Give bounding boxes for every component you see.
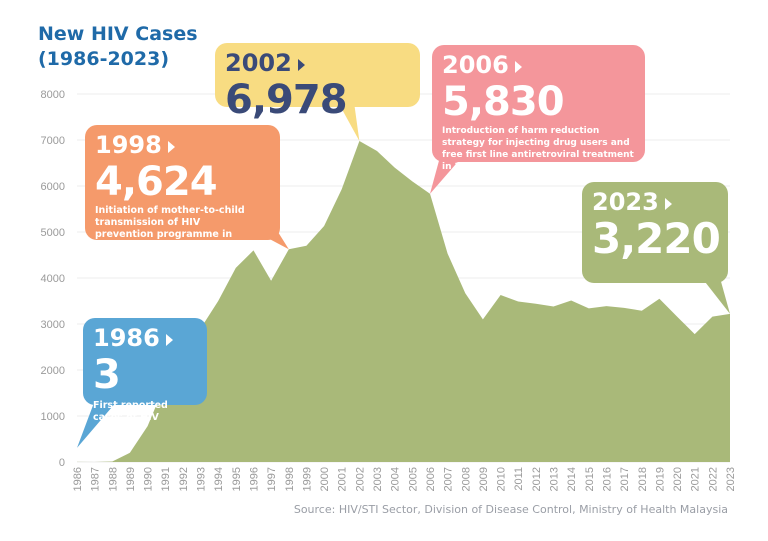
callout-1998: 19984,624 Initiation of mother-to-child … — [85, 125, 280, 252]
callout-year: 1986 — [93, 324, 160, 352]
callout-value: 3,220 — [592, 214, 721, 263]
x-tick-label: 2022 — [707, 467, 719, 491]
x-tick-label: 1998 — [284, 467, 296, 491]
callout-value: 3 — [93, 352, 121, 398]
x-tick-label: 2007 — [443, 467, 455, 491]
callout-text: First reported cases of HIV — [93, 400, 168, 423]
y-tick-label: 7000 — [41, 135, 65, 147]
x-tick-label: 2001 — [337, 467, 349, 491]
x-tick-label: 1991 — [160, 467, 172, 491]
y-tick-label: 1000 — [41, 411, 65, 423]
y-tick-label: 6000 — [41, 181, 65, 193]
x-tick-label: 2020 — [672, 467, 684, 491]
y-tick-label: 3000 — [41, 319, 65, 331]
x-tick-label: 2008 — [460, 467, 472, 491]
callout-value: 6,978 — [225, 77, 348, 123]
x-tick-label: 2002 — [354, 467, 366, 491]
x-tick-label: 2023 — [725, 467, 737, 491]
x-tick-label: 2015 — [584, 467, 596, 491]
x-tick-label: 2012 — [531, 467, 543, 491]
arrow-right-icon — [165, 334, 173, 346]
callout-text: Introduction of harm reduction strategy … — [442, 126, 634, 172]
callout-year: 2023 — [592, 188, 659, 216]
callout-year: 1998 — [95, 131, 162, 159]
chart-title: New HIV Cases (1986-2023) — [38, 22, 198, 72]
x-tick-label: 2013 — [549, 467, 561, 491]
x-tick-label: 1988 — [107, 467, 119, 491]
arrow-right-icon — [167, 141, 175, 153]
y-tick-label: 2000 — [41, 365, 65, 377]
callout-year: 2006 — [442, 51, 509, 79]
arrow-right-icon — [664, 198, 672, 210]
x-tick-label: 1997 — [266, 467, 278, 491]
x-tick-label: 1989 — [125, 467, 137, 491]
callout-2002: 20026,978 — [215, 43, 420, 123]
callout-text: Initiation of mother-to-child transmissi… — [95, 205, 245, 252]
source-note: Source: HIV/STI Sector, Division of Dise… — [293, 503, 728, 516]
area-series — [77, 141, 730, 462]
x-tick-label: 2011 — [513, 467, 525, 491]
arrow-right-icon — [514, 61, 522, 73]
callout-tail — [77, 400, 118, 448]
x-tick-label: 2005 — [407, 467, 419, 491]
x-tick-label: 2009 — [478, 467, 490, 491]
x-tick-label: 1996 — [248, 467, 260, 491]
x-tick-label: 2003 — [372, 467, 384, 491]
y-tick-label: 4000 — [41, 273, 65, 285]
callout-tail — [429, 157, 462, 194]
x-tick-label: 1995 — [231, 467, 243, 491]
x-tick-label: 1992 — [178, 467, 190, 491]
y-tick-label: 0 — [59, 457, 65, 469]
x-tick-label: 1987 — [90, 467, 102, 491]
x-tick-label: 2021 — [690, 467, 702, 491]
callout-tail — [702, 278, 730, 314]
title-line-2: (1986-2023) — [38, 48, 170, 70]
x-tick-label: 2016 — [601, 467, 613, 491]
x-tick-label: 2000 — [319, 467, 331, 491]
x-tick-label: 2006 — [425, 467, 437, 491]
callout-value: 5,830 — [442, 79, 565, 125]
callout-2023: 2023 3,220 — [582, 182, 728, 283]
x-tick-label: 2014 — [566, 467, 578, 491]
callout-tail — [338, 102, 360, 142]
callout-value: 4,624 — [95, 159, 218, 205]
callout-1986: 19863 First reported cases of HIV — [83, 318, 207, 423]
callout-year: 2002 — [225, 49, 292, 77]
x-tick-label: 2010 — [496, 467, 508, 491]
x-tick-label: 2004 — [390, 467, 402, 491]
x-tick-label: 1986 — [72, 467, 84, 491]
x-tick-label: 2018 — [637, 467, 649, 491]
x-tick-label: 1999 — [301, 467, 313, 491]
x-tick-label: 2017 — [619, 467, 631, 491]
arrow-right-icon — [297, 59, 305, 71]
title-line-1: New HIV Cases — [38, 23, 198, 45]
x-tick-label: 1993 — [196, 467, 208, 491]
x-tick-label: 1994 — [213, 467, 225, 491]
y-tick-label: 8000 — [41, 89, 65, 101]
x-tick-label: 1990 — [143, 467, 155, 491]
y-tick-label: 5000 — [41, 227, 65, 239]
x-tick-label: 2019 — [654, 467, 666, 491]
callout-2006: 20065,830 Introduction of harm reduction… — [432, 45, 645, 172]
